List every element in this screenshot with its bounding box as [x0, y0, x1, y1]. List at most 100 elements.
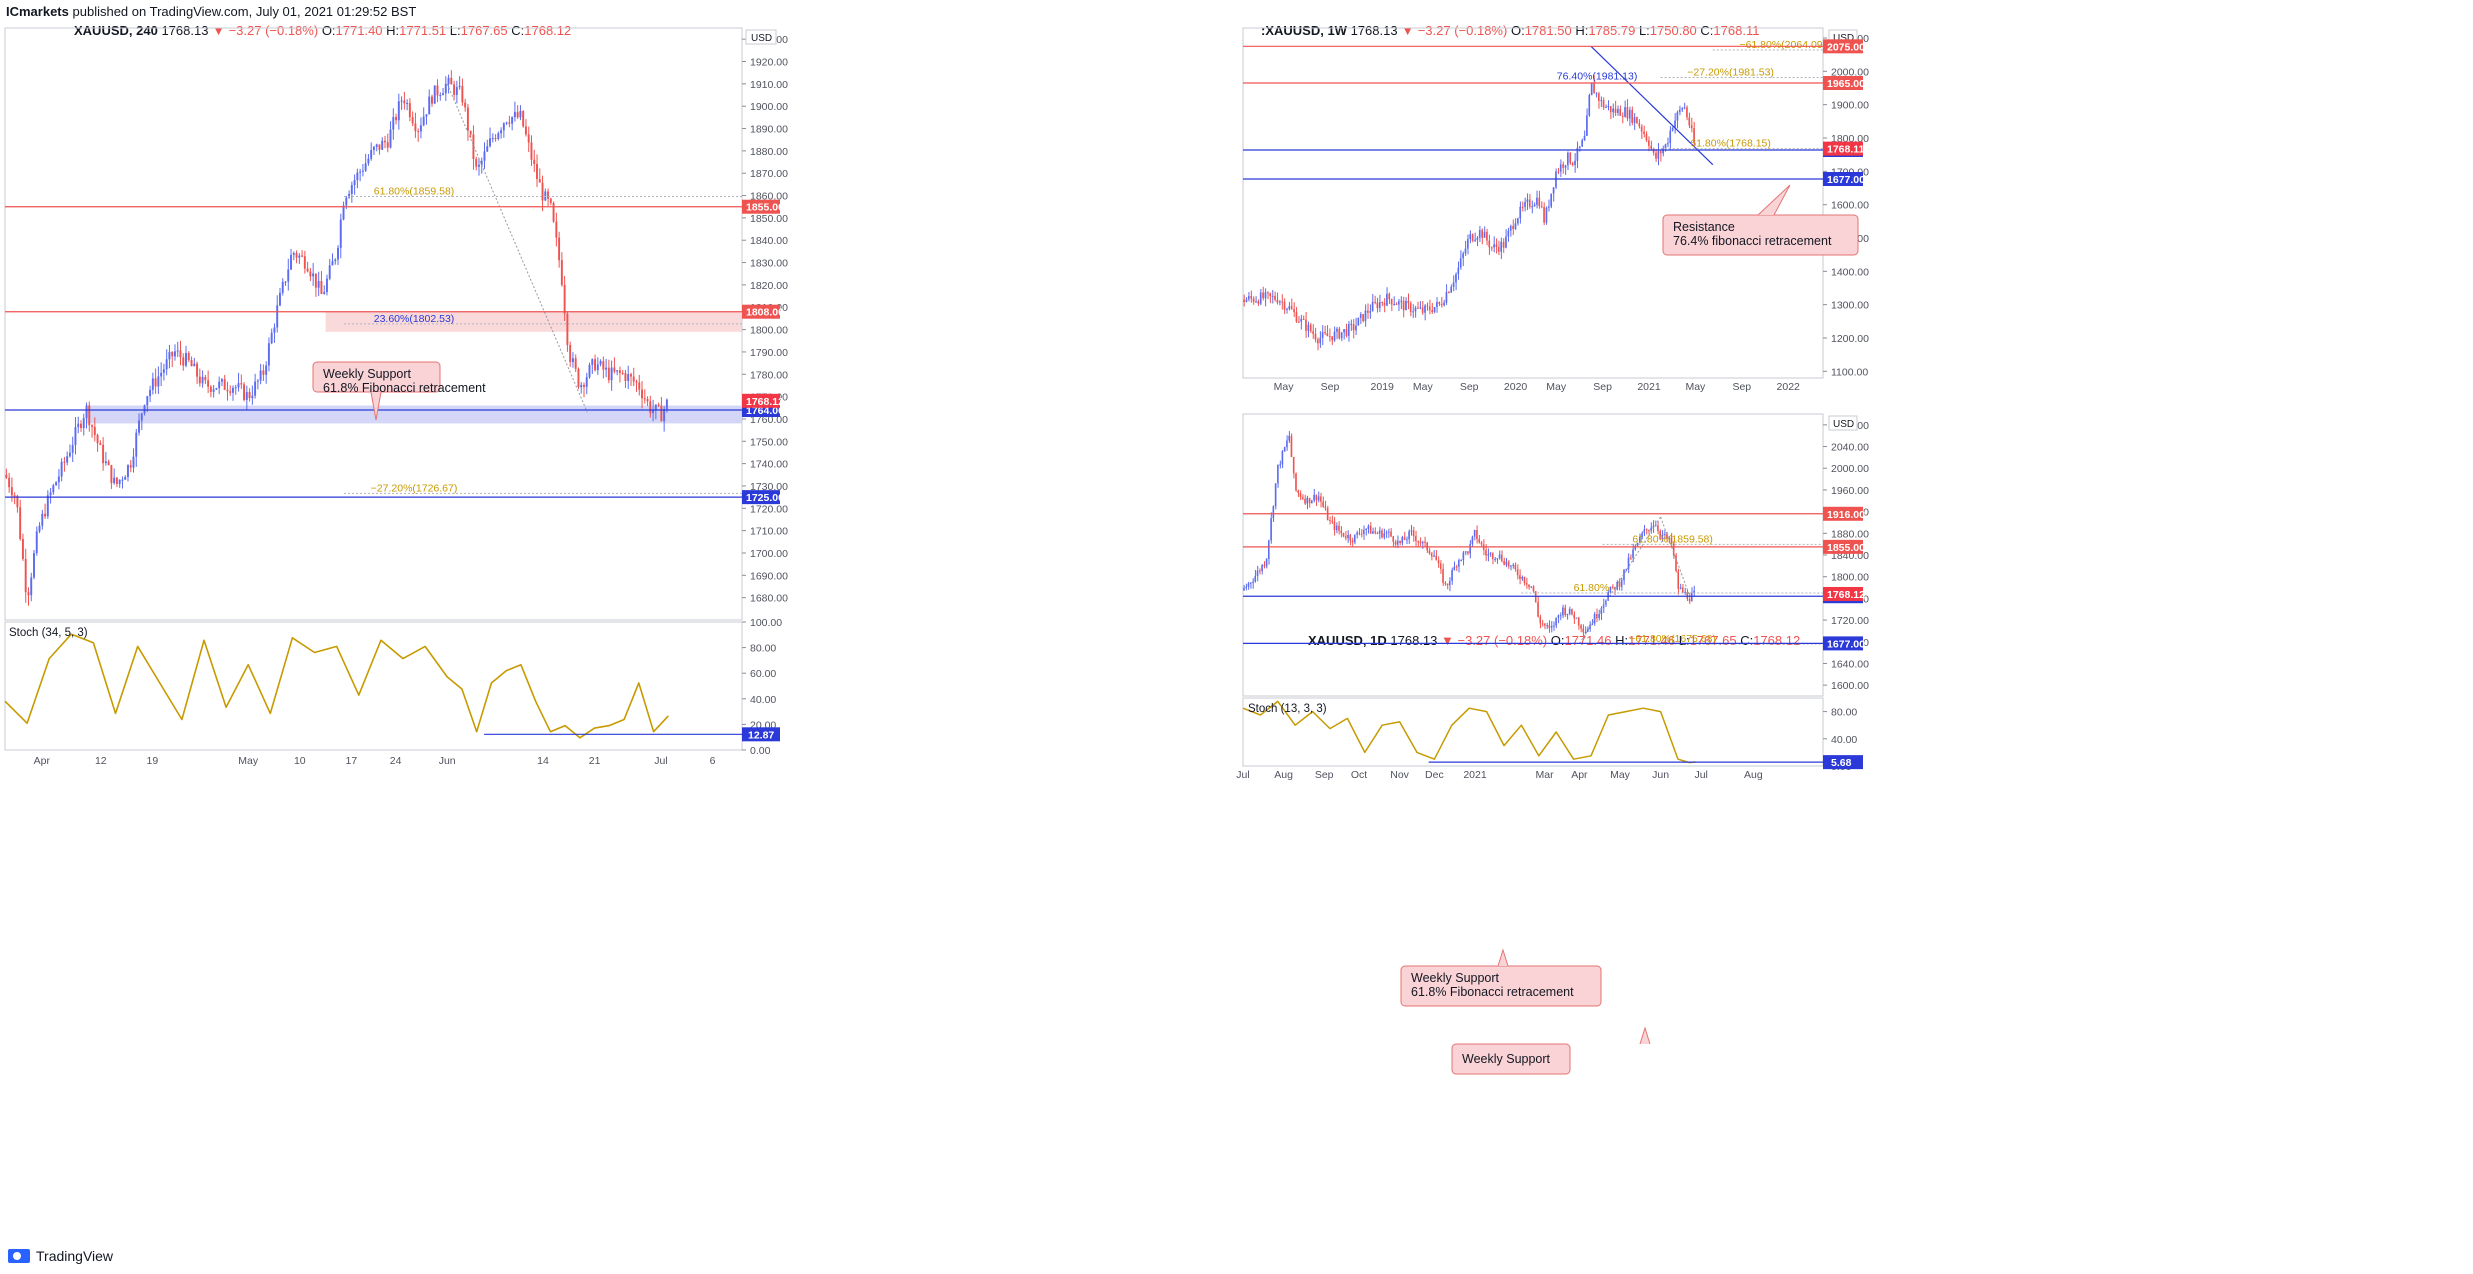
candle	[295, 253, 298, 258]
candle	[408, 103, 411, 118]
candle	[1509, 226, 1512, 231]
x-tick-label: 21	[589, 755, 601, 767]
fib-618b-daily-label: 61.80%	[1574, 582, 1610, 594]
candle	[1331, 336, 1333, 341]
chart-panel-daily[interactable]: XAUUSD, 1D 1768.13 ▼ −3.27 (−0.18%) O:17…	[1240, 633, 2473, 1223]
y-tick-label: 40.00	[750, 694, 776, 706]
open: 1781.50	[1524, 23, 1572, 38]
chart-panel-weekly[interactable]: :XAUUSD, 1W 1768.13 ▼ −3.27 (−0.18%) O:1…	[1240, 20, 2473, 630]
candle	[1455, 566, 1458, 568]
candle	[262, 370, 265, 375]
candle	[1559, 164, 1562, 172]
candle	[549, 198, 552, 203]
candle	[453, 84, 456, 95]
stoch-frame-daily	[1242, 697, 1824, 767]
y-tick-label: 1830.00	[750, 258, 788, 270]
x-tick-label: Sep	[1460, 381, 1479, 393]
candle	[1647, 140, 1650, 146]
high: 1785.79	[1588, 23, 1636, 38]
candle	[1276, 299, 1279, 303]
fib-neg618-daily-label: −61.80%(1675.68)	[1629, 633, 1716, 645]
candle	[52, 485, 55, 493]
price-weekly-badge	[1823, 141, 1863, 156]
stoch-daily	[1242, 700, 1696, 764]
candle	[312, 273, 315, 277]
support-zone	[86, 405, 742, 424]
candle	[309, 271, 312, 277]
candle	[1510, 565, 1512, 567]
chart-header: :XAUUSD, 1W 1768.13 ▼ −3.27 (−0.18%) O:1…	[1261, 23, 1760, 38]
candle	[1557, 615, 1560, 618]
candle	[638, 382, 641, 390]
stoch-4h	[4, 633, 669, 739]
candle	[1381, 530, 1383, 538]
candle	[1407, 300, 1410, 304]
candle	[1250, 295, 1253, 299]
x-tick-label: Sep	[1315, 769, 1334, 781]
candle	[1593, 82, 1595, 94]
level-4h-1-label: 1808.00	[746, 307, 784, 319]
candle	[375, 144, 378, 147]
candle	[1321, 332, 1324, 338]
candle	[1517, 218, 1519, 224]
x-tick-label: Jul	[1236, 769, 1249, 781]
chart-panel-4h[interactable]: XAUUSD, 240 1768.13 ▼ −3.27 (−0.18%) O:1…	[0, 20, 780, 1214]
candle	[1614, 108, 1617, 113]
price-4h-label: 1768.12	[746, 396, 784, 408]
candle	[1245, 299, 1248, 303]
candle	[1257, 301, 1260, 304]
candle	[1381, 302, 1383, 304]
candle	[1393, 303, 1395, 305]
candle	[1662, 148, 1664, 154]
candle	[519, 110, 522, 118]
candle	[102, 444, 105, 464]
x-tick-label: 6	[710, 755, 716, 767]
resistance-zone	[325, 311, 742, 332]
candle	[527, 134, 530, 143]
candle	[1648, 529, 1650, 531]
candle	[16, 495, 19, 508]
candle	[1363, 529, 1365, 535]
candle	[1265, 558, 1268, 567]
candle	[320, 281, 323, 294]
candle	[563, 284, 566, 314]
candle	[464, 102, 467, 108]
candle	[500, 130, 503, 134]
candle	[1650, 145, 1653, 149]
candle	[1600, 100, 1603, 102]
candle	[1667, 143, 1669, 145]
x-tick-label: 2021	[1637, 381, 1661, 393]
candle	[1308, 497, 1311, 504]
stoch-line	[1242, 700, 1696, 764]
candle	[1641, 533, 1643, 537]
candle	[530, 142, 533, 160]
change: −3.27 (−0.18%)	[228, 23, 319, 38]
x-tick-label: 10	[294, 755, 306, 767]
candle	[1643, 529, 1646, 534]
candle	[298, 255, 301, 258]
candle	[243, 384, 245, 400]
candle	[1633, 117, 1636, 123]
fib-diagonal	[446, 83, 588, 413]
candle	[5, 474, 8, 478]
candle	[1591, 623, 1594, 625]
candle	[1365, 528, 1367, 530]
candle	[1302, 318, 1305, 320]
candle	[1390, 299, 1393, 305]
x-axis-daily: Jul Aug Sep Oct Nov Dec 2021 Mar Apr May Jun Jul Aug	[1236, 769, 1763, 781]
candle	[356, 172, 359, 181]
y-tick-label: 40.00	[1831, 734, 1857, 746]
candle	[1476, 530, 1478, 540]
candle	[1290, 306, 1293, 310]
candle	[1675, 555, 1677, 572]
fib-272-4h-label: −27.20%(1726.67)	[371, 482, 458, 494]
candle	[397, 101, 400, 121]
candle	[1688, 117, 1691, 126]
candle	[1564, 165, 1567, 168]
candle	[1550, 625, 1553, 628]
candle	[439, 95, 442, 97]
candle	[204, 376, 207, 381]
fib-618-weekly-label: 61.80%(1768.15)	[1690, 138, 1771, 150]
x-tick-label: May	[1413, 381, 1434, 393]
